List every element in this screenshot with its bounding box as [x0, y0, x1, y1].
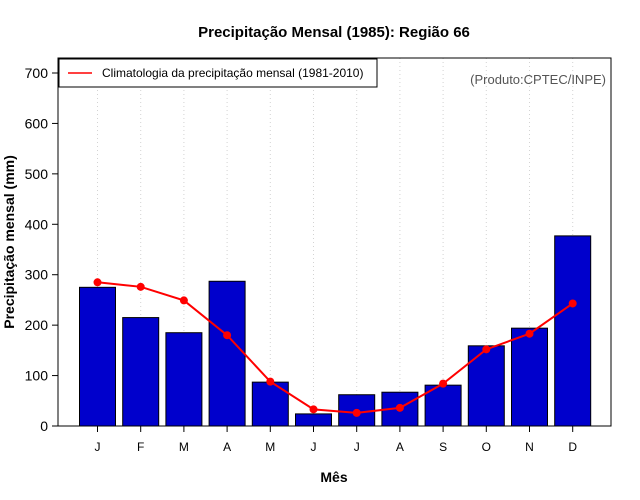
climatology-series [93, 278, 577, 417]
bar-11 [554, 235, 592, 427]
y-axis: 0 100 200 300 400 500 600 700 [25, 65, 58, 434]
climatology-point-7 [395, 403, 404, 412]
climatology-point-0 [93, 278, 102, 287]
y-tick-label: 700 [25, 65, 49, 81]
climatology-point-9 [482, 345, 491, 354]
y-tick-label: 0 [40, 418, 48, 434]
chart-title: Precipitação Mensal (1985): Região 66 [198, 24, 470, 41]
bar-9 [467, 345, 505, 427]
bar-series [79, 235, 592, 427]
x-axis-label: Mês [320, 469, 347, 485]
bar-0 [79, 286, 116, 427]
bar-1 [122, 317, 160, 427]
x-tick-label: M [265, 440, 275, 454]
y-axis-label: Precipitação mensal (mm) [1, 155, 17, 329]
bar-10 [511, 327, 548, 427]
x-tick-label: O [482, 440, 491, 454]
climatology-point-8 [439, 379, 448, 388]
credit-annotation: (Produto:CPTEC/INPE) [470, 72, 606, 87]
climatology-point-10 [525, 329, 534, 338]
legend-label: Climatologia da precipitação mensal (198… [102, 66, 363, 80]
y-tick-label: 300 [25, 267, 49, 283]
climatology-point-3 [223, 331, 232, 340]
x-tick-label: A [223, 440, 231, 454]
climatology-point-2 [179, 296, 188, 305]
legend-box [58, 58, 378, 88]
climatology-point-1 [136, 282, 145, 291]
y-tick-label: 100 [25, 368, 49, 384]
bar-5 [295, 413, 332, 427]
y-tick-label: 400 [25, 216, 49, 232]
x-tick-label: N [525, 440, 534, 454]
y-tick-label: 600 [25, 115, 49, 131]
x-tick-label: D [568, 440, 577, 454]
bar-3 [208, 280, 246, 427]
plot-frame [57, 57, 612, 427]
x-tick-label: S [439, 440, 447, 454]
climatology-point-4 [266, 377, 275, 386]
x-tick-label: F [137, 440, 144, 454]
y-tick-label: 500 [25, 166, 49, 182]
climatology-point-11 [568, 299, 577, 308]
x-tick-label: J [354, 440, 360, 454]
x-tick-label: J [311, 440, 317, 454]
legend: Climatologia da precipitação mensal (198… [58, 58, 378, 88]
x-tick-label: J [95, 440, 101, 454]
x-tick-label: A [396, 440, 404, 454]
climatology-line [97, 281, 574, 414]
bar-8 [424, 384, 462, 427]
x-tick-label: M [179, 440, 189, 454]
bar-2 [165, 332, 203, 427]
y-tick-label: 200 [25, 317, 49, 333]
climatology-point-6 [352, 408, 361, 417]
climatology-point-5 [309, 405, 318, 414]
